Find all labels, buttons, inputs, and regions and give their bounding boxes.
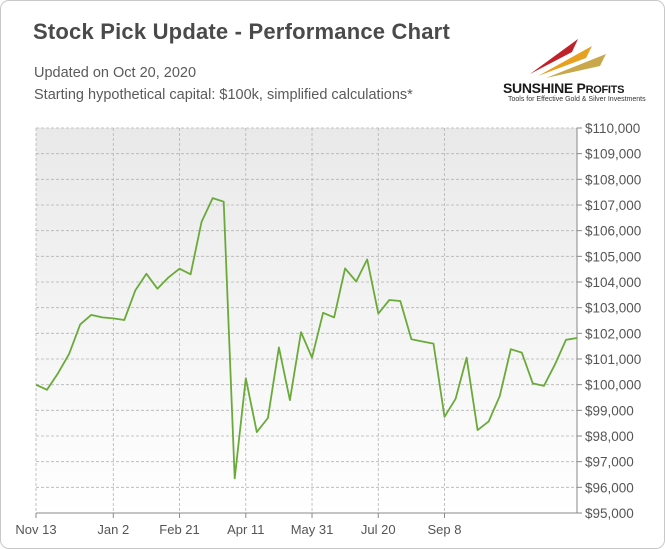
x-tick-label: Sep 8 [428, 522, 462, 537]
updated-date: Updated on Oct 20, 2020 [34, 65, 197, 81]
y-tick-label: $107,000 [585, 198, 641, 213]
y-tick-label: $110,000 [585, 121, 640, 136]
x-tick-label: Nov 13 [15, 522, 56, 537]
y-tick-label: $95,000 [585, 506, 634, 521]
y-tick-label: $98,000 [585, 429, 634, 444]
y-tick-label: $97,000 [585, 455, 634, 470]
y-tick-label: $101,000 [585, 352, 641, 367]
x-tick-label: Feb 21 [159, 522, 199, 537]
y-tick-label: $104,000 [585, 275, 641, 290]
plot-area [36, 128, 577, 513]
x-tick-label: Jan 2 [97, 522, 129, 537]
y-tick-label: $109,000 [585, 147, 641, 162]
x-tick-label: Apr 11 [227, 522, 264, 537]
x-tick-label: May 31 [291, 522, 334, 537]
y-tick-label: $96,000 [585, 480, 634, 495]
portfolio-value-line [35, 197, 578, 480]
y-tick-label: $106,000 [585, 224, 641, 239]
chart-title: Stock Pick Update - Performance Chart [33, 19, 450, 44]
y-tick-label: $100,000 [585, 378, 641, 393]
sunshine-profits-logo-icon [530, 39, 606, 78]
capital-note: Starting hypothetical capital: $100k, si… [34, 87, 413, 103]
y-tick-label: $103,000 [585, 301, 641, 316]
x-tick-label: Jul 20 [361, 522, 396, 537]
y-tick-label: $102,000 [585, 326, 641, 341]
logo-tagline: Tools for Effective Gold & Silver Invest… [508, 96, 646, 103]
y-tick-label: $105,000 [585, 249, 641, 264]
logo-name: SUNSHINE PROFITS [503, 80, 625, 96]
y-tick-label: $99,000 [585, 403, 634, 418]
y-tick-label: $108,000 [585, 172, 641, 187]
